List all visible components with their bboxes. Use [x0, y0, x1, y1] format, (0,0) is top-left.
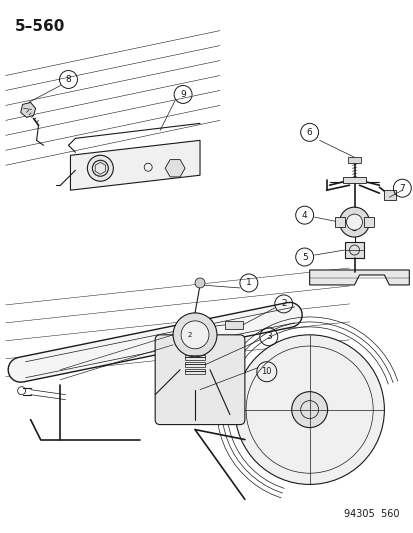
- Polygon shape: [309, 270, 408, 285]
- Bar: [342, 177, 366, 183]
- Text: 4: 4: [301, 211, 307, 220]
- Bar: [363, 217, 373, 227]
- Text: 2: 2: [280, 300, 286, 309]
- Circle shape: [351, 225, 357, 231]
- FancyBboxPatch shape: [155, 335, 244, 425]
- Text: 6: 6: [306, 128, 312, 137]
- Text: 7: 7: [399, 184, 404, 193]
- Text: 10: 10: [261, 367, 271, 376]
- Text: 8: 8: [65, 75, 71, 84]
- Text: 94305  560: 94305 560: [343, 510, 399, 519]
- Text: 5–560: 5–560: [14, 19, 65, 34]
- Polygon shape: [165, 159, 185, 177]
- Circle shape: [195, 278, 204, 288]
- Bar: [185, 355, 204, 360]
- Text: 3: 3: [265, 332, 271, 341]
- Bar: [344, 242, 363, 258]
- Bar: [334, 217, 344, 227]
- Bar: [185, 362, 204, 367]
- Text: 5: 5: [301, 253, 307, 262]
- Circle shape: [346, 214, 362, 230]
- Bar: [185, 369, 204, 374]
- Circle shape: [173, 313, 216, 357]
- Circle shape: [291, 392, 327, 427]
- Polygon shape: [21, 102, 36, 117]
- Text: 2: 2: [188, 332, 192, 338]
- Circle shape: [180, 321, 209, 349]
- Bar: [384, 190, 395, 200]
- Polygon shape: [70, 140, 199, 190]
- Bar: [347, 157, 361, 163]
- Circle shape: [339, 207, 368, 237]
- Text: 1: 1: [245, 278, 251, 287]
- Circle shape: [234, 335, 384, 484]
- Circle shape: [87, 155, 113, 181]
- Text: 9: 9: [180, 90, 185, 99]
- Bar: [224, 321, 242, 329]
